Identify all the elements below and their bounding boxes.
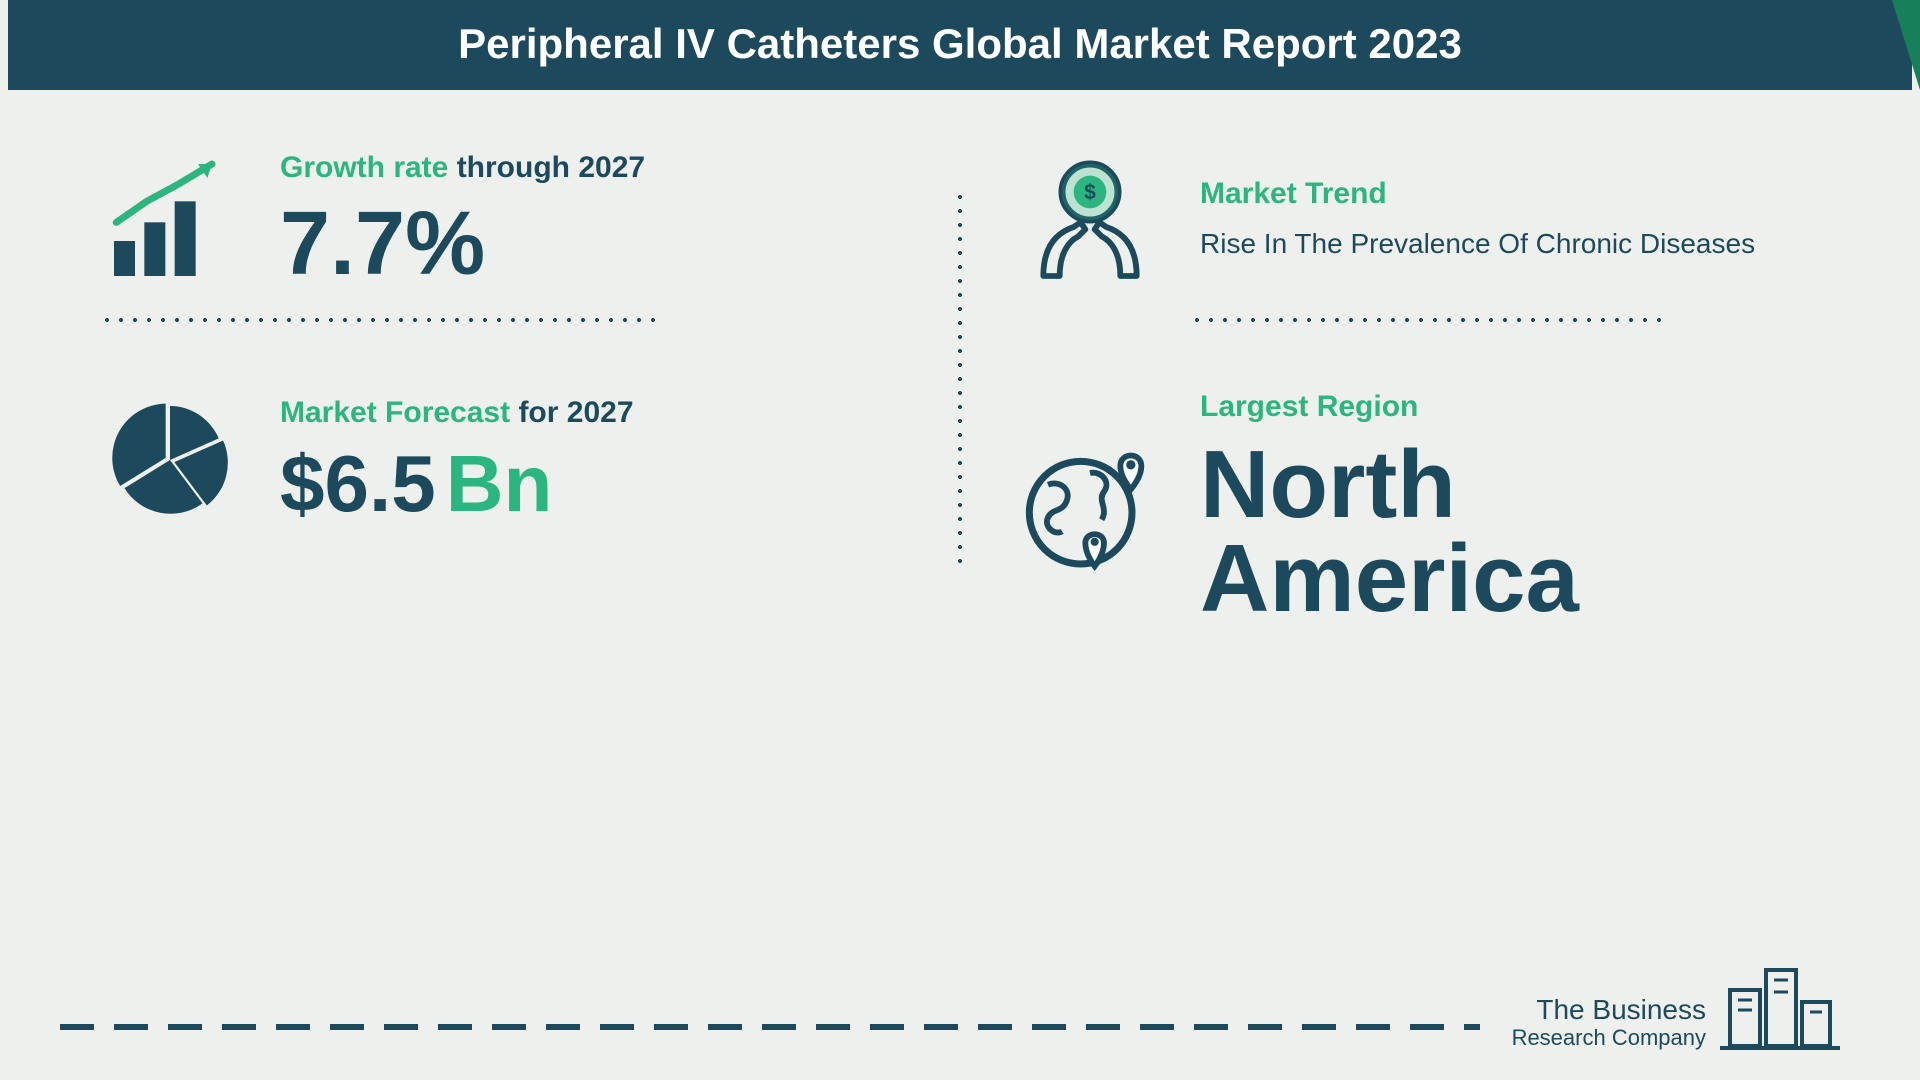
cell-region: Largest Region NorthAmerica xyxy=(1020,390,1820,626)
h-divider-left xyxy=(100,318,660,322)
forecast-unit: Bn xyxy=(446,439,553,528)
forecast-value: $6.5 xyxy=(280,439,436,528)
corner-accent xyxy=(1892,0,1920,90)
company-logo: The Business Research Company xyxy=(1512,950,1840,1050)
bottom-dashed-rule xyxy=(60,1024,1480,1030)
forecast-label: Market Forecast for 2027 xyxy=(280,396,900,430)
logo-text: The Business Research Company xyxy=(1512,995,1706,1050)
header-title: Peripheral IV Catheters Global Market Re… xyxy=(8,0,1912,90)
growth-label: Growth rate through 2027 xyxy=(280,151,900,185)
region-value: NorthAmerica xyxy=(1200,438,1820,626)
cell-trend: $ Market Trend Rise In The Prevalence Of… xyxy=(1020,150,1820,350)
vertical-divider xyxy=(958,190,962,566)
cell-forecast: Market Forecast for 2027 $6.5Bn xyxy=(100,390,900,626)
hands-coin-icon: $ xyxy=(1020,150,1160,290)
h-divider-right xyxy=(1190,318,1670,322)
buildings-icon xyxy=(1720,950,1840,1050)
trend-label: Market Trend xyxy=(1200,177,1820,211)
trend-description: Rise In The Prevalence Of Chronic Diseas… xyxy=(1200,225,1820,263)
growth-chart-icon xyxy=(100,150,240,290)
growth-value: 7.7% xyxy=(280,199,900,289)
forecast-value-wrap: $6.5Bn xyxy=(280,444,900,524)
logo-line2: Research Company xyxy=(1512,1026,1706,1050)
forecast-label-rest: for 2027 xyxy=(510,396,633,429)
growth-label-rest: through 2027 xyxy=(448,151,645,184)
info-grid: Growth rate through 2027 7.7% $ xyxy=(100,150,1820,626)
svg-text:$: $ xyxy=(1084,181,1096,204)
growth-label-accent: Growth rate xyxy=(280,151,448,184)
globe-pins-icon xyxy=(1020,438,1160,578)
logo-line1: The Business xyxy=(1512,995,1706,1026)
region-label: Largest Region xyxy=(1200,390,1820,424)
forecast-label-accent: Market Forecast xyxy=(280,396,510,429)
pie-chart-icon xyxy=(100,390,240,530)
content-area: Growth rate through 2027 7.7% $ xyxy=(0,90,1920,1080)
cell-growth: Growth rate through 2027 7.7% xyxy=(100,150,900,350)
